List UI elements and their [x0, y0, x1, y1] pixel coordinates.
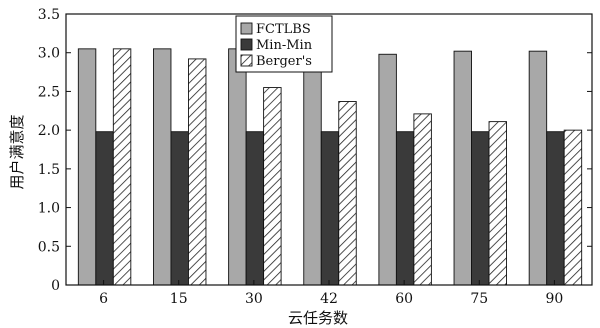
y-tick-label: 2.0: [38, 123, 60, 139]
x-tick-label: 6: [99, 291, 108, 307]
bar-fctlbs: [228, 48, 247, 286]
bar-berger-s: [338, 101, 357, 286]
x-tick-label: 90: [546, 291, 564, 307]
x-tick-label: 15: [170, 291, 188, 307]
legend-label: Berger's: [256, 54, 312, 69]
bar-min-min: [170, 131, 189, 286]
y-tick-label: 0.5: [38, 239, 60, 255]
legend-swatch: [240, 38, 253, 51]
legend-label: Min-Min: [256, 38, 313, 53]
x-tick-label: 60: [395, 291, 413, 307]
x-tick-label: 75: [470, 291, 488, 307]
bar-min-min: [320, 131, 340, 286]
bar-berger-s: [112, 48, 132, 286]
bar-berger-s: [263, 87, 282, 286]
y-tick-label: 1.0: [38, 201, 60, 217]
bar-fctlbs: [303, 50, 322, 286]
y-tick-label: 3.0: [38, 46, 60, 62]
bar-fctlbs: [528, 50, 548, 286]
bar-min-min: [245, 131, 265, 286]
bar-fctlbs: [378, 53, 397, 286]
x-tick-label: 42: [320, 291, 338, 307]
y-tick-label: 2.5: [38, 84, 60, 100]
bar-berger-s: [413, 113, 432, 286]
bar-fctlbs: [77, 48, 97, 286]
x-axis-title: 云任务数: [288, 309, 348, 327]
legend-swatch: [240, 22, 253, 35]
bar-fctlbs: [453, 50, 472, 286]
bar-berger-s: [188, 58, 207, 286]
legend-label: FCTLBS: [256, 22, 311, 37]
bar-min-min: [471, 131, 490, 286]
bar-min-min: [546, 131, 565, 286]
bar-min-min: [395, 131, 415, 286]
bar-berger-s: [563, 129, 583, 286]
y-axis-title: 用户满意度: [8, 114, 26, 189]
bar-min-min: [95, 131, 114, 286]
y-tick-label: 1.5: [38, 162, 60, 178]
bar-berger-s: [488, 121, 507, 286]
x-tick-label: 30: [245, 291, 263, 307]
legend-swatch: [240, 54, 253, 67]
y-tick-label: 3.5: [38, 7, 60, 23]
bar-fctlbs: [153, 48, 172, 286]
y-tick-label: 0: [51, 278, 60, 294]
